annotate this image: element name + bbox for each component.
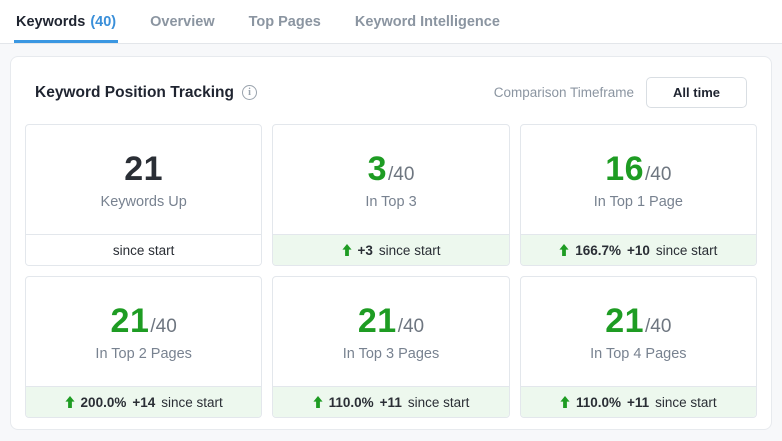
stat-card-in-top-3-pages: 21 /40 In Top 3 Pages 110.0% +11 since s… (272, 276, 510, 418)
arrow-up-icon (64, 396, 75, 408)
tab-top-pages[interactable]: Top Pages (247, 0, 323, 43)
arrow-up-icon (560, 396, 570, 408)
footer-text: since start (112, 242, 175, 258)
stat-card-grid: 21 Keywords Up since start 3 /40 In Top … (25, 124, 757, 418)
stat-total: /40 (150, 315, 177, 337)
stat-card-in-top-4-pages: 21 /40 In Top 4 Pages 110.0% +11 since s… (519, 276, 757, 418)
stat-card-in-top-2-pages: 21 /40 In Top 2 Pages 200.0% +14 since s… (25, 276, 263, 418)
footer-delta: +11 (379, 394, 402, 410)
stat-card-in-top-3: 3 /40 In Top 3 +3 since start (272, 124, 510, 266)
timeframe-select-button[interactable]: All time (646, 77, 747, 108)
stat-total: /40 (645, 163, 672, 185)
info-icon[interactable]: i (241, 85, 257, 100)
keyword-position-tracking-panel: Keyword Position Tracking i Comparison T… (10, 56, 772, 430)
tab-top-pages-label: Top Pages (248, 13, 321, 30)
stat-footer: +3 since start (273, 234, 509, 265)
comparison-timeframe-label: Comparison Timeframe (493, 85, 635, 100)
stat-total: /40 (645, 315, 672, 337)
footer-text: since start (407, 394, 470, 410)
footer-percent: 200.0% (80, 394, 127, 410)
footer-delta: +11 (627, 394, 650, 410)
tab-keywords-count: (40) (90, 13, 117, 30)
footer-text: since start (655, 242, 718, 258)
stat-card-in-top-1-page: 16 /40 In Top 1 Page 166.7% +10 since st… (519, 124, 757, 266)
stat-total: /40 (387, 163, 415, 185)
stat-value: 21 (110, 301, 150, 340)
footer-delta: +10 (627, 242, 650, 258)
panel-header: Keyword Position Tracking i Comparison T… (25, 71, 757, 124)
stat-value: 21 (124, 149, 164, 188)
tab-keyword-intelligence-label: Keyword Intelligence (354, 13, 500, 30)
arrow-up-icon (341, 244, 352, 256)
tab-keywords[interactable]: Keywords (40) (14, 0, 119, 43)
footer-delta: +14 (132, 394, 156, 410)
stat-label: In Top 3 Pages (342, 345, 440, 362)
footer-delta: +3 (357, 242, 373, 258)
arrow-up-icon (559, 244, 569, 256)
stat-value: 16 (605, 149, 645, 188)
tab-bar: Keywords (40) Overview Top Pages Keyword… (0, 0, 782, 44)
panel-title: Keyword Position Tracking (35, 83, 234, 101)
footer-text: since start (161, 394, 223, 410)
stat-label: In Top 3 (365, 193, 417, 210)
stat-value: 21 (605, 301, 645, 340)
tab-keyword-intelligence[interactable]: Keyword Intelligence (353, 0, 502, 43)
footer-percent: 110.0% (575, 394, 621, 410)
arrow-up-icon (313, 396, 323, 408)
footer-text: since start (655, 394, 717, 410)
stat-footer: 166.7% +10 since start (520, 234, 756, 265)
tab-overview[interactable]: Overview (148, 0, 217, 43)
stat-label: In Top 2 Pages (95, 345, 192, 362)
stat-footer: since start (26, 234, 262, 265)
stat-total: /40 (397, 315, 425, 337)
stat-label: Keywords Up (100, 193, 187, 210)
footer-percent: 166.7% (575, 242, 621, 258)
stat-footer: 110.0% +11 since start (273, 386, 509, 417)
stat-label: In Top 1 Page (593, 193, 683, 210)
stat-label: In Top 4 Pages (590, 345, 687, 362)
tab-overview-label: Overview (150, 13, 215, 30)
stat-footer: 110.0% +11 since start (520, 386, 756, 417)
stat-value: 3 (367, 149, 387, 188)
footer-text: since start (378, 242, 441, 258)
tab-keywords-label: Keywords (16, 13, 86, 30)
stat-card-keywords-up: 21 Keywords Up since start (25, 124, 263, 266)
stat-footer: 200.0% +14 since start (26, 386, 262, 417)
footer-percent: 110.0% (328, 394, 374, 410)
stat-value: 21 (357, 301, 397, 340)
